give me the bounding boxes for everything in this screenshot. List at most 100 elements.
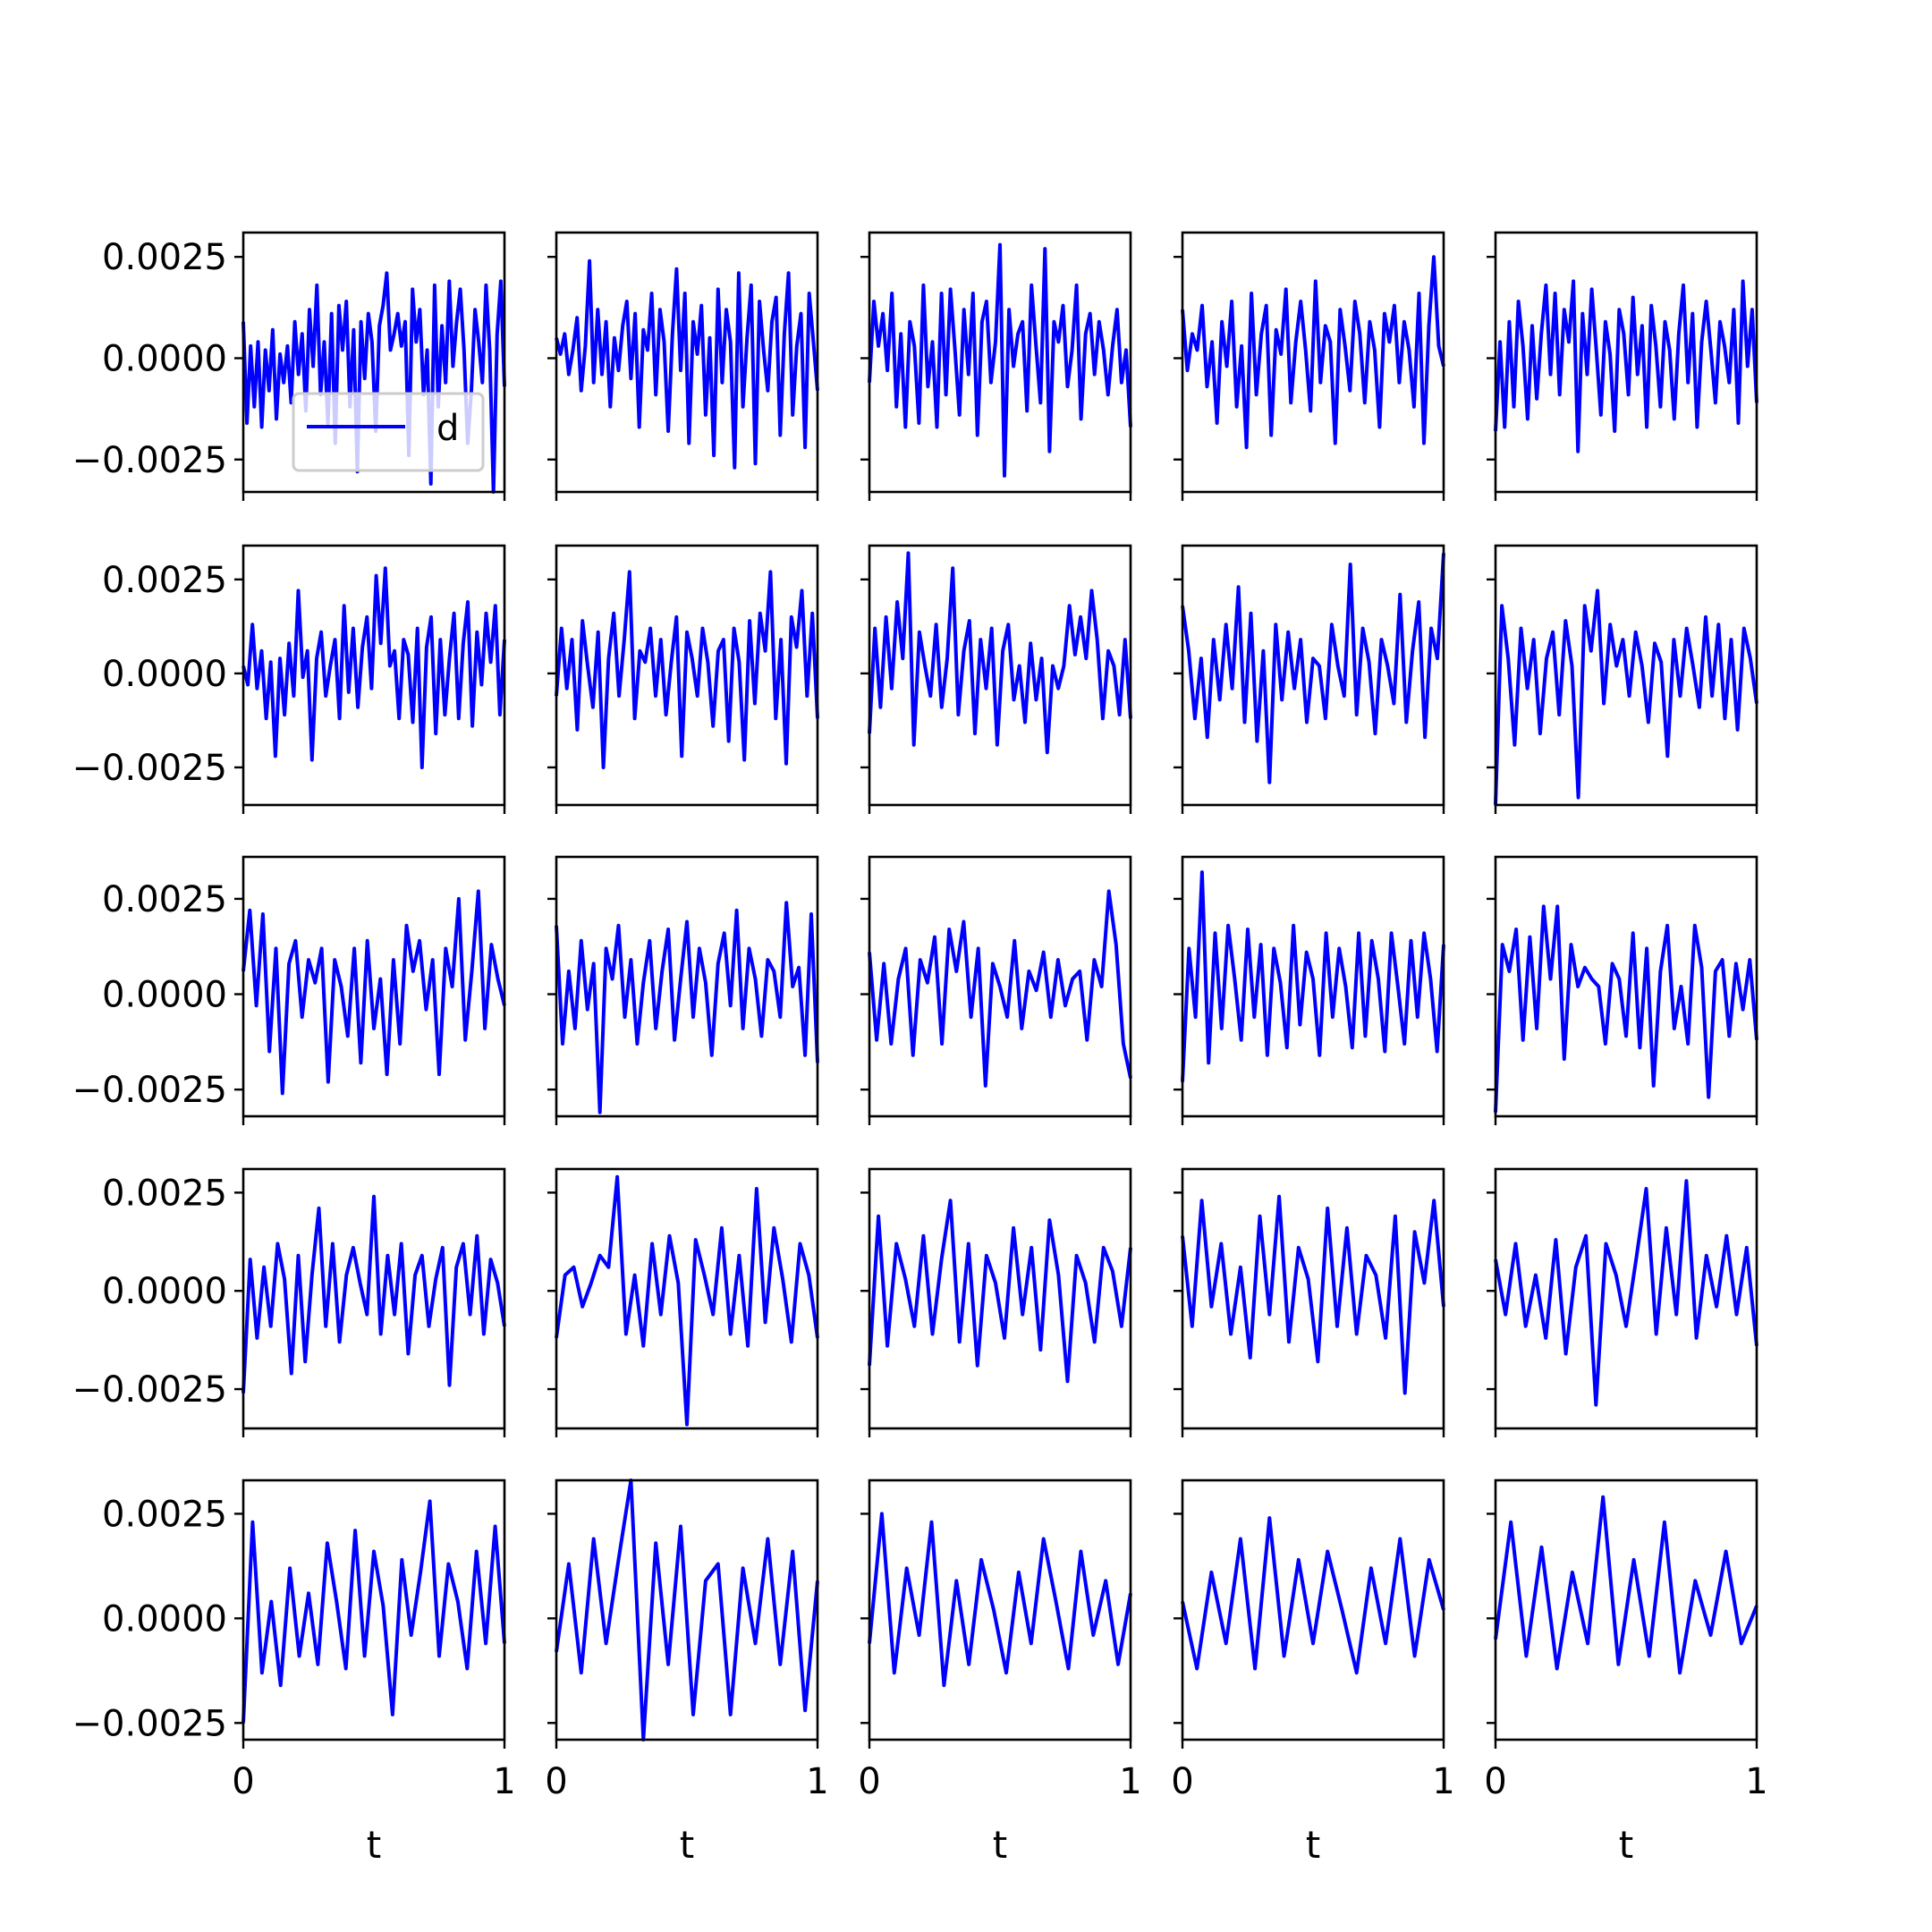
subplot-r1-c1: 0.0025 0.0000 −0.0025 xyxy=(72,231,506,501)
axes-frame xyxy=(242,544,506,807)
subplot-grid: 0.00250.0000−0.00250.00250.0000−0.00250.… xyxy=(72,231,1768,1867)
x-tick-label: 1 xyxy=(1745,1761,1767,1802)
y-tick-label: 0.0000 xyxy=(102,338,227,379)
series-line xyxy=(1181,1194,1445,1395)
subplot-r4-c2 xyxy=(547,1167,819,1437)
axes-frame xyxy=(555,544,819,807)
axes-frame xyxy=(868,231,1132,494)
x-axis-label: t xyxy=(1619,1823,1633,1867)
axes-frame xyxy=(1181,231,1445,494)
x-tick-label: 0 xyxy=(858,1761,880,1802)
axes-frame xyxy=(868,855,1132,1118)
subplot-r3-c2 xyxy=(547,855,819,1125)
series-line xyxy=(555,901,819,1114)
axes-frame xyxy=(868,1167,1132,1430)
x-tick-label: 1 xyxy=(806,1761,828,1802)
subplot-r5-c3: 0 1 t xyxy=(858,1479,1142,1867)
x-axis-label: t xyxy=(367,1823,381,1867)
subplot-r2-c5 xyxy=(1487,544,1758,814)
axes-frame xyxy=(1181,855,1445,1118)
legend: d xyxy=(292,392,485,472)
subplot-r2-c1: 0.0025 0.0000 −0.0025 xyxy=(72,544,506,814)
series-line xyxy=(868,551,1132,755)
y-tick-label: 0.0025 xyxy=(102,237,227,278)
y-tick-label: 0.0025 xyxy=(102,1173,227,1214)
series-line xyxy=(1494,589,1758,806)
axes-frame xyxy=(1494,544,1758,807)
series-line xyxy=(242,1194,506,1394)
subplot-r5-c4: 0 1 t xyxy=(1171,1479,1455,1867)
subplot-r3-c3 xyxy=(860,855,1132,1125)
axes-frame xyxy=(242,231,506,494)
series-line xyxy=(868,242,1132,478)
series-line xyxy=(242,271,506,494)
series-line xyxy=(1494,1179,1758,1407)
axes-frame xyxy=(555,1479,819,1741)
axes-frame xyxy=(868,1479,1132,1741)
x-tick-label: 0 xyxy=(1484,1761,1506,1802)
axes-frame xyxy=(242,1167,506,1430)
axes-frame xyxy=(242,855,506,1118)
series-line xyxy=(1494,279,1758,453)
y-tick-label: −0.0025 xyxy=(72,440,227,481)
x-axis-label: t xyxy=(680,1823,694,1867)
y-tick-label: −0.0025 xyxy=(72,1070,227,1111)
y-tick-label: 0.0000 xyxy=(102,975,227,1016)
subplot-r4-c4 xyxy=(1174,1167,1445,1437)
series-line xyxy=(555,570,819,769)
x-tick-label: 1 xyxy=(1119,1761,1141,1802)
subplot-r1-c3 xyxy=(860,231,1132,501)
series-line xyxy=(1181,255,1445,450)
subplot-r5-c5: 0 1 t xyxy=(1484,1479,1768,1867)
x-axis-label: t xyxy=(993,1823,1007,1867)
axes-frame xyxy=(555,855,819,1118)
series-line xyxy=(868,889,1132,1088)
axes-frame xyxy=(1494,855,1758,1118)
x-tick-label: 1 xyxy=(1432,1761,1454,1802)
subplot-r2-c4 xyxy=(1174,544,1445,814)
series-line xyxy=(1494,1495,1758,1675)
x-axis-label: t xyxy=(1306,1823,1320,1867)
x-tick-label: 0 xyxy=(232,1761,254,1802)
series-line xyxy=(242,1499,506,1724)
y-tick-label: 0.0025 xyxy=(102,879,227,920)
series-line xyxy=(1494,904,1758,1113)
axes-frame xyxy=(555,231,819,494)
subplot-r3-c4 xyxy=(1174,855,1445,1125)
subplot-r5-c2: 0 1 t xyxy=(545,1479,829,1867)
y-tick-label: −0.0025 xyxy=(72,748,227,789)
series-line xyxy=(242,566,506,769)
series-line xyxy=(868,1512,1132,1688)
series-line xyxy=(868,1199,1132,1384)
series-line xyxy=(1181,553,1445,784)
axes-frame xyxy=(1494,1167,1758,1430)
axes-frame xyxy=(242,1479,506,1741)
x-tick-label: 1 xyxy=(493,1761,515,1802)
series-line xyxy=(1181,1516,1445,1675)
subplot-r2-c3 xyxy=(860,544,1132,814)
subplot-r2-c2 xyxy=(547,544,819,814)
legend-box xyxy=(292,392,485,472)
y-tick-label: 0.0000 xyxy=(102,654,227,695)
legend-label: d xyxy=(436,408,459,449)
subplot-r3-c1: 0.0025 0.0000 −0.0025 xyxy=(72,855,506,1125)
x-tick-label: 0 xyxy=(545,1761,567,1802)
axes-frame xyxy=(1181,1479,1445,1741)
y-tick-label: −0.0025 xyxy=(72,1369,227,1411)
axes-frame xyxy=(1494,231,1758,494)
axes-frame xyxy=(1494,1479,1758,1741)
y-tick-label: 0.0000 xyxy=(102,1598,227,1640)
subplot-r4-c3 xyxy=(860,1167,1132,1437)
x-tick-label: 0 xyxy=(1171,1761,1193,1802)
subplot-r4-c1: 0.0025 0.0000 −0.0025 xyxy=(72,1167,506,1437)
y-tick-label: −0.0025 xyxy=(72,1703,227,1744)
y-tick-label: 0.0025 xyxy=(102,1494,227,1535)
axes-frame xyxy=(1181,1167,1445,1430)
series-line xyxy=(1181,870,1445,1082)
y-tick-label: 0.0000 xyxy=(102,1271,227,1312)
y-tick-label: 0.0025 xyxy=(102,560,227,601)
axes-frame xyxy=(868,544,1132,807)
series-line xyxy=(242,889,506,1096)
